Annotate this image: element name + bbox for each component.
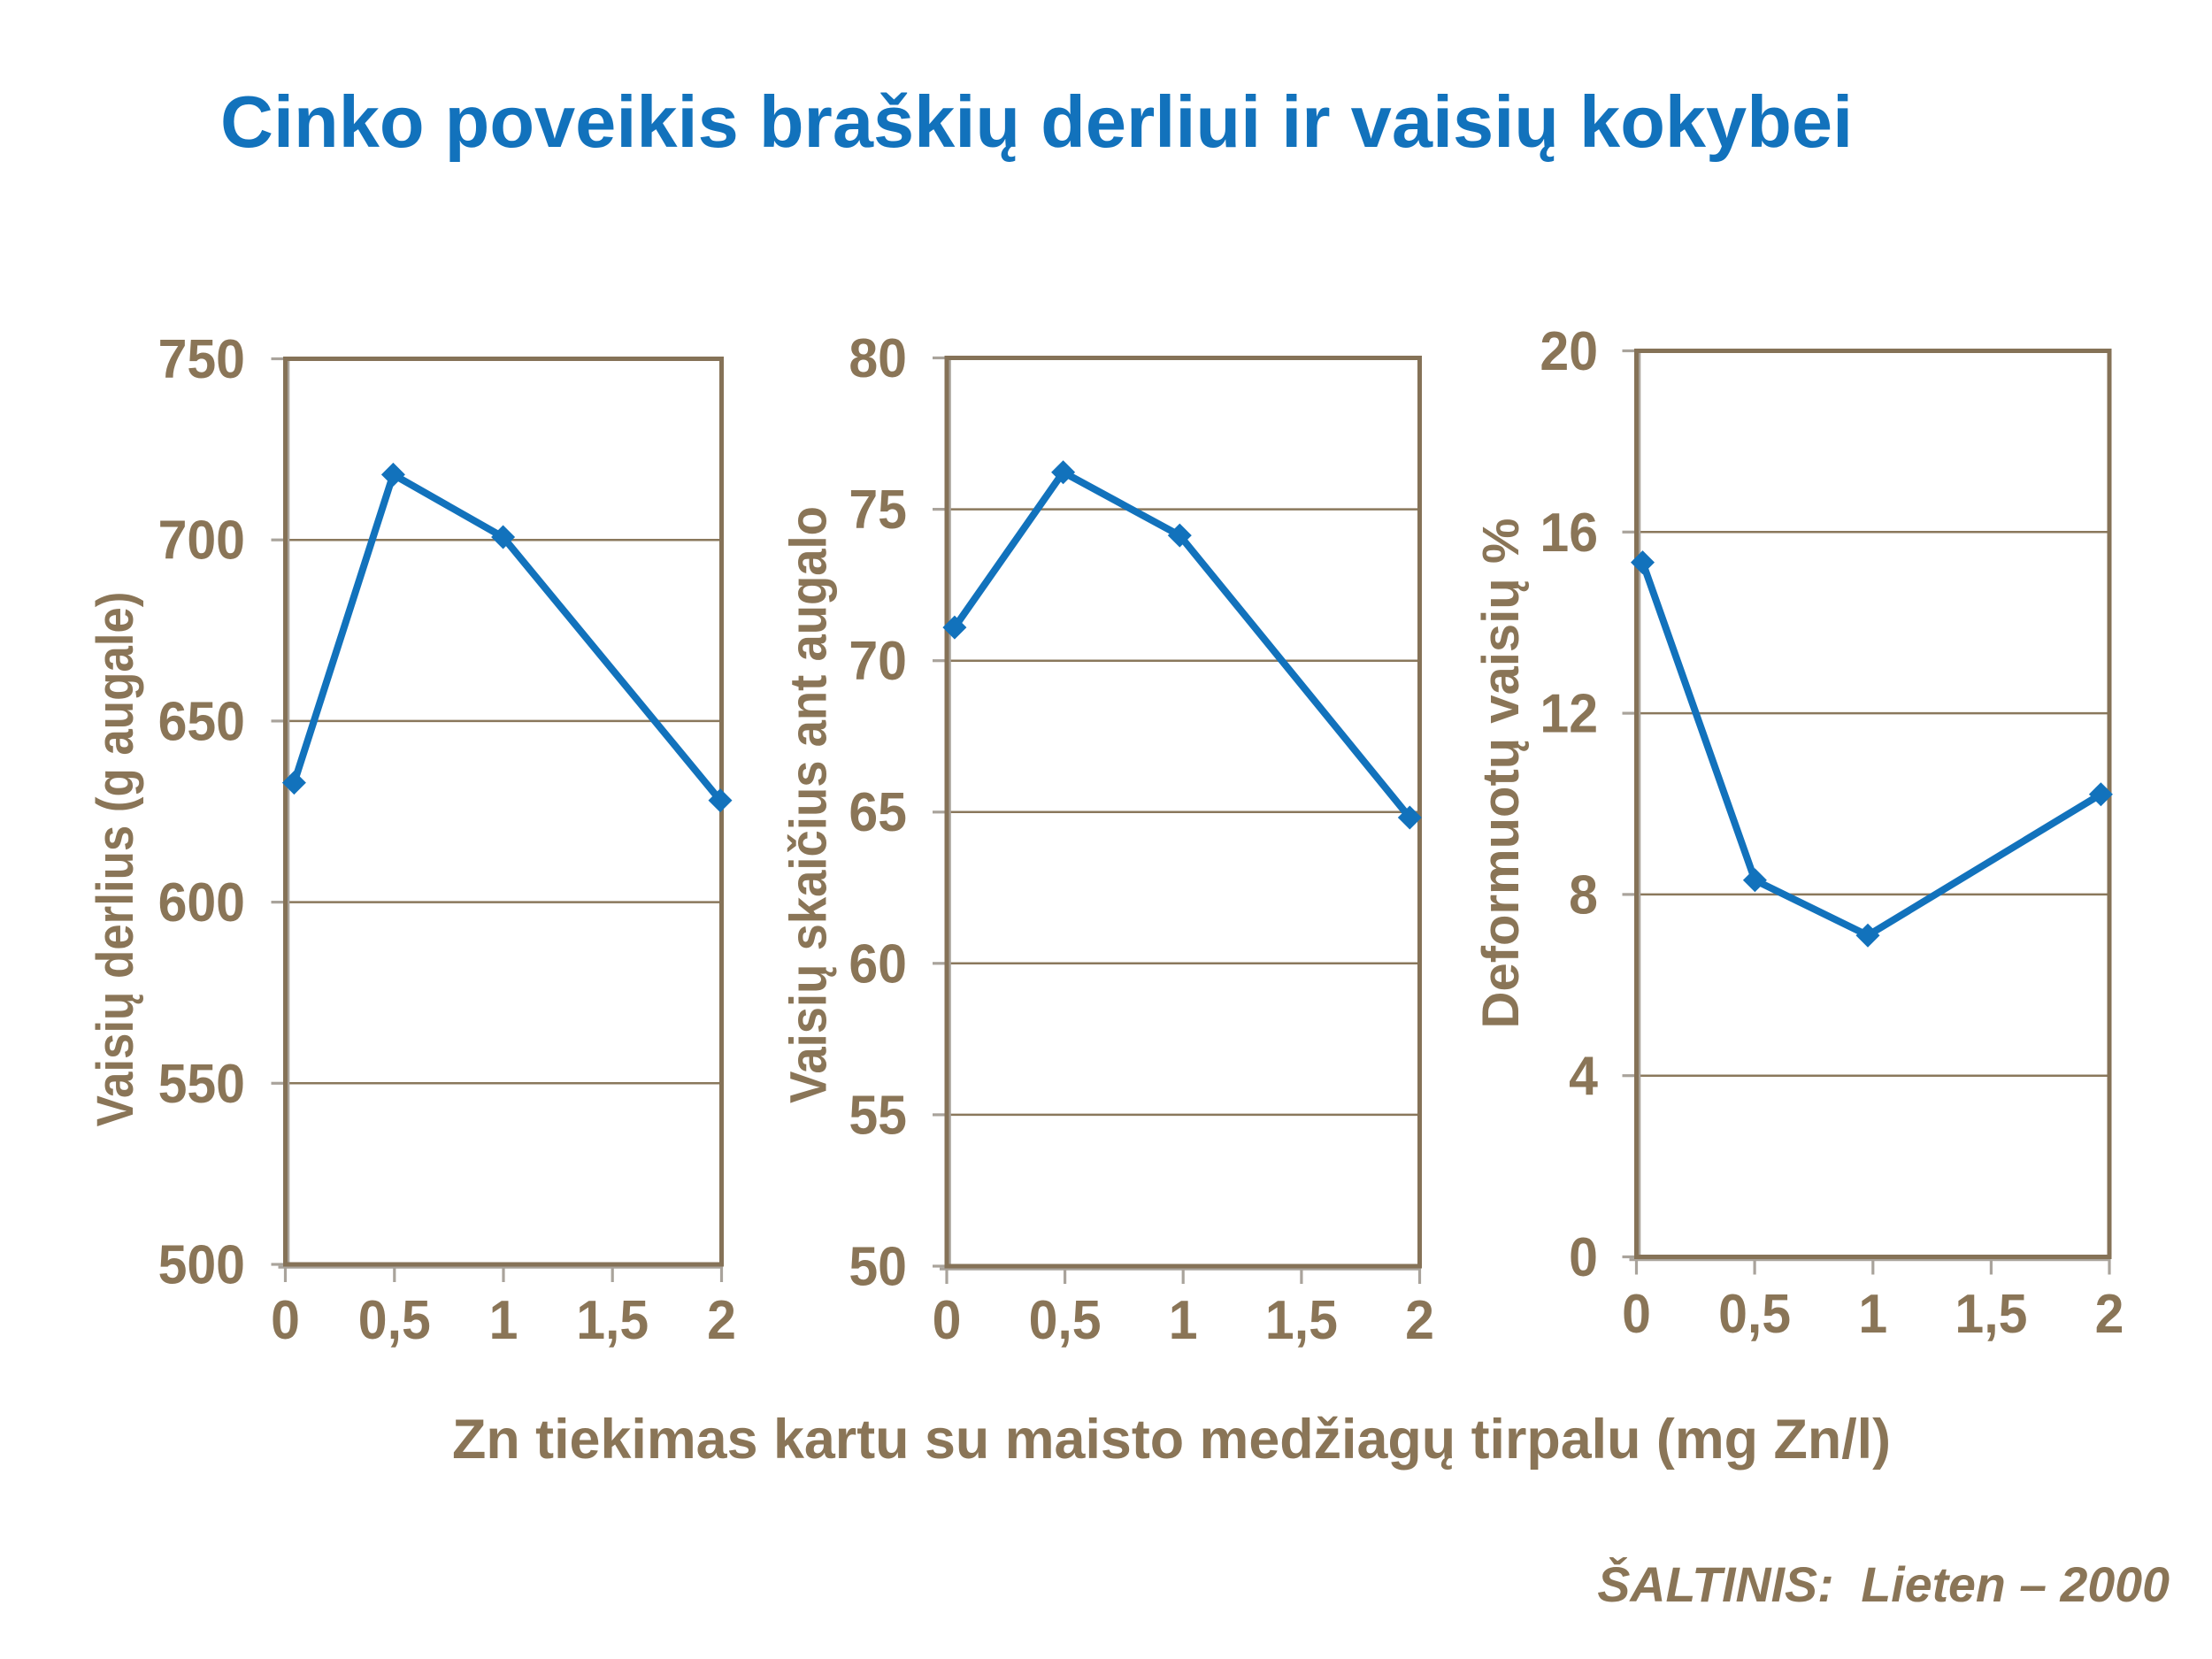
svg-text:1,5: 1,5 [1955,1283,2027,1345]
svg-text:8: 8 [1569,864,1598,926]
svg-text:0: 0 [1622,1283,1651,1345]
svg-text:Vaisių derlius (g augale): Vaisių derlius (g augale) [87,592,144,1127]
svg-text:0,5: 0,5 [1029,1289,1102,1351]
svg-text:Vaisių skaičius ant augalo: Vaisių skaičius ant augalo [780,506,837,1103]
svg-text:1: 1 [1169,1289,1198,1351]
svg-text:60: 60 [849,933,907,995]
svg-text:Deformuotų vaisių %: Deformuotų vaisių % [1472,518,1530,1029]
svg-text:0,5: 0,5 [1718,1283,1791,1345]
svg-text:0: 0 [933,1289,962,1351]
svg-text:1: 1 [489,1289,518,1351]
svg-text:1,5: 1,5 [576,1289,649,1351]
svg-text:ŠALTINIS: Lieten – 2000: ŠALTINIS: Lieten – 2000 [1597,1557,2170,1612]
svg-text:4: 4 [1569,1045,1598,1107]
svg-text:2: 2 [1405,1289,1434,1351]
svg-text:2: 2 [2095,1283,2124,1345]
svg-text:550: 550 [158,1052,245,1114]
svg-text:50: 50 [849,1235,907,1297]
svg-text:0,5: 0,5 [358,1289,431,1351]
svg-text:16: 16 [1540,501,1598,563]
svg-text:1: 1 [1858,1283,1887,1345]
svg-text:700: 700 [158,509,245,571]
svg-text:650: 650 [158,690,245,752]
svg-text:55: 55 [849,1084,907,1146]
svg-text:75: 75 [849,479,907,541]
svg-text:0: 0 [1569,1225,1598,1287]
svg-text:20: 20 [1540,319,1598,381]
svg-text:80: 80 [849,326,907,388]
svg-text:500: 500 [158,1233,245,1295]
svg-text:1,5: 1,5 [1265,1289,1338,1351]
svg-text:750: 750 [158,327,245,389]
svg-text:Zn tiekimas kartu su maisto me: Zn tiekimas kartu su maisto medžiagų tir… [452,1409,1891,1471]
svg-text:12: 12 [1540,682,1598,744]
svg-text:65: 65 [849,781,907,843]
svg-text:600: 600 [158,872,245,933]
svg-text:0: 0 [271,1289,300,1351]
svg-text:Cinko poveikis braškių derliui: Cinko poveikis braškių derliui ir vaisių… [220,81,1853,163]
svg-text:70: 70 [849,630,907,692]
svg-text:2: 2 [707,1289,736,1351]
